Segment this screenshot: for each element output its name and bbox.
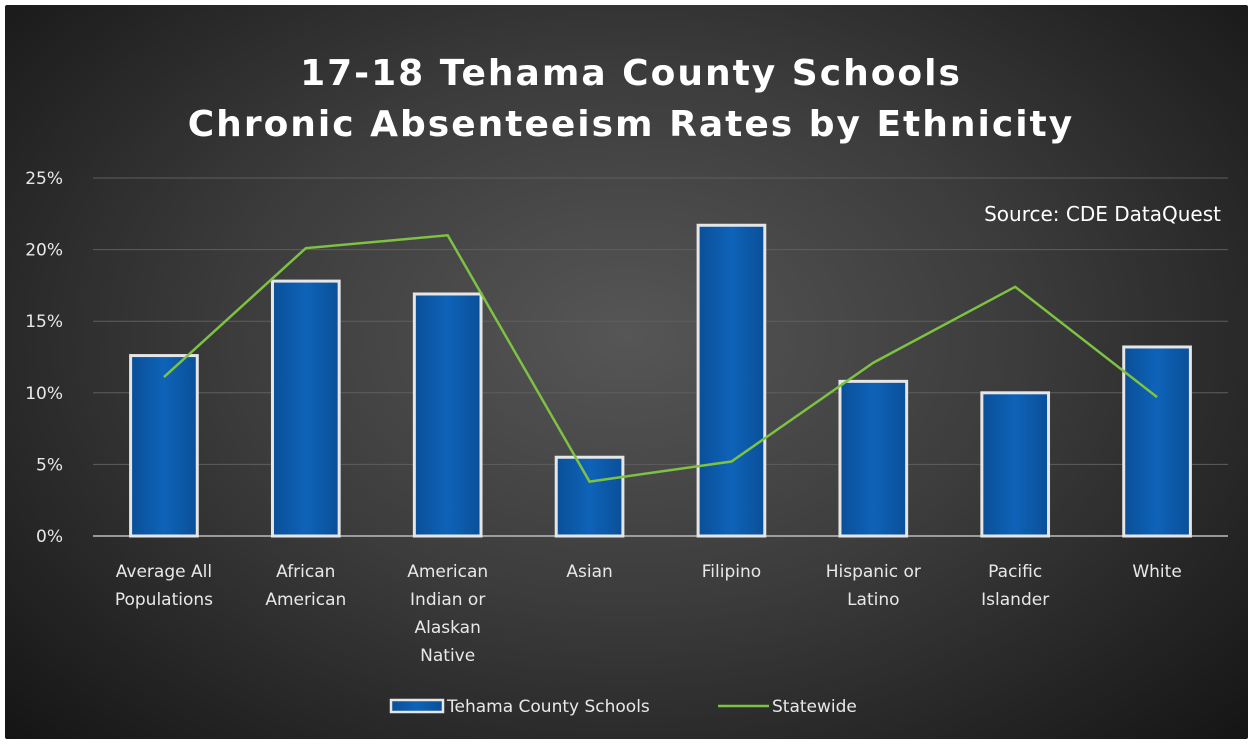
- legend-swatch-bar: [389, 698, 445, 714]
- bar: [980, 391, 1051, 538]
- category-label: African American: [265, 562, 346, 610]
- chart-svg: 17-18 Tehama County Schools Chronic Abse…: [25, 53, 1228, 717]
- bar: [696, 223, 767, 538]
- chart-title-line-2: Chronic Absenteeism Rates by Ethnicity: [188, 104, 1074, 145]
- bar-series: [129, 223, 1192, 538]
- category-label: American Indian or Alaskan Native: [407, 562, 488, 666]
- bar: [554, 455, 625, 538]
- y-tick-label: 5%: [36, 455, 63, 475]
- source-annotation: Source: CDE DataQuest: [984, 202, 1221, 226]
- y-tick-label: 25%: [25, 169, 63, 189]
- line-series: [163, 233, 1158, 483]
- category-label: Filipino: [702, 562, 761, 582]
- category-label: Average All Populations: [115, 562, 213, 610]
- y-axis-ticks: 0% 5% 10% 15% 20% 25%: [25, 169, 63, 547]
- legend: Tehama County Schools Statewide: [389, 697, 857, 717]
- legend-label-bar: Tehama County Schools: [446, 697, 650, 717]
- bar: [129, 354, 199, 538]
- series-line-statewide: [163, 233, 1158, 483]
- category-label: Asian: [566, 562, 612, 582]
- category-label: White: [1132, 562, 1181, 582]
- legend-label-line: Statewide: [772, 697, 857, 717]
- bar: [838, 379, 909, 538]
- gridlines: [93, 177, 1228, 537]
- bar: [1122, 345, 1192, 538]
- y-tick-label: 10%: [25, 384, 63, 404]
- x-axis-categories: Average All Populations African American Ame…: [115, 562, 1182, 666]
- y-tick-label: 20%: [25, 241, 63, 261]
- y-tick-label: 0%: [36, 527, 63, 547]
- bar: [270, 279, 341, 538]
- y-tick-label: 15%: [25, 312, 63, 332]
- category-label: Hispanic or Latino: [826, 562, 921, 610]
- chart-area: 17-18 Tehama County Schools Chronic Abse…: [5, 5, 1248, 739]
- category-label: Pacific Islander: [981, 562, 1049, 610]
- chart-title-line-1: 17-18 Tehama County Schools: [300, 53, 962, 94]
- bar: [412, 292, 483, 538]
